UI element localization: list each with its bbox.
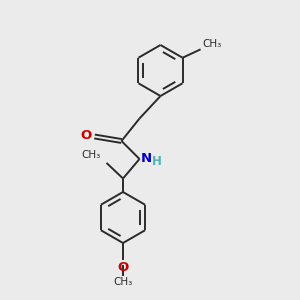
Text: N: N [141,152,152,165]
Text: CH₃: CH₃ [113,277,133,287]
Text: O: O [117,261,129,274]
Text: CH₃: CH₃ [82,150,101,160]
Text: CH₃: CH₃ [202,39,221,49]
Text: O: O [81,129,92,142]
Text: H: H [152,155,162,169]
